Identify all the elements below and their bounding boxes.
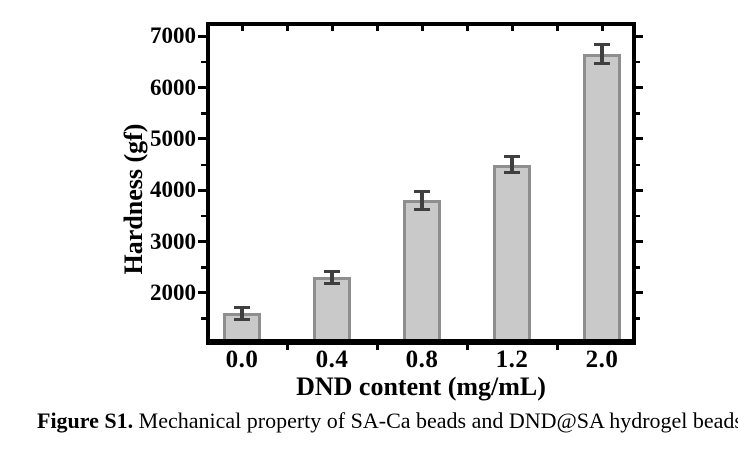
figure-label: Figure S1.	[37, 408, 134, 433]
y-minor-tick-right	[636, 60, 640, 64]
bar	[493, 164, 531, 345]
top-tick	[285, 26, 289, 31]
error-bar	[510, 156, 514, 173]
y-minor-tick	[201, 163, 206, 167]
top-tick	[555, 26, 559, 31]
y-tick-label: 2000	[150, 279, 196, 305]
y-minor-tick-right	[636, 163, 640, 167]
top-tick	[330, 26, 334, 31]
bottom-tick	[555, 345, 559, 350]
figure-caption: Figure S1. Mechanical property of SA-Ca …	[37, 407, 738, 435]
y-major-tick-right	[636, 188, 643, 192]
y-major-tick-right	[636, 291, 643, 295]
error-bar	[330, 271, 334, 284]
y-major-tick	[198, 240, 206, 243]
y-major-tick	[198, 291, 206, 295]
bar	[583, 54, 621, 345]
error-bar	[600, 44, 604, 64]
y-major-tick	[198, 137, 206, 141]
y-minor-tick	[201, 60, 206, 64]
y-tick-label: 7000	[150, 23, 196, 49]
bottom-tick	[465, 345, 469, 350]
y-minor-tick-right	[636, 266, 640, 269]
x-tick-label: 0.8	[405, 346, 439, 373]
error-bar-cap	[414, 189, 430, 193]
y-tick-label: 5000	[150, 125, 196, 151]
error-bar-cap	[504, 154, 520, 158]
error-bar-cap	[414, 208, 430, 212]
y-tick-label: 3000	[150, 228, 196, 254]
y-major-tick-right	[636, 240, 643, 243]
y-major-tick-right	[636, 34, 643, 38]
y-minor-tick	[201, 317, 206, 320]
error-bar	[240, 307, 244, 320]
error-bar-cap	[504, 171, 520, 175]
top-tick	[510, 26, 514, 31]
bar	[403, 200, 441, 345]
error-bar-cap	[594, 43, 610, 47]
error-bar-cap	[234, 305, 250, 309]
y-minor-tick	[201, 266, 206, 269]
bottom-tick	[285, 345, 289, 350]
error-bar	[420, 191, 424, 210]
y-minor-tick	[201, 214, 206, 218]
y-major-tick	[198, 34, 206, 38]
y-minor-tick-right	[636, 214, 640, 218]
y-minor-tick	[201, 112, 206, 115]
plot-area-frame	[206, 22, 636, 345]
y-tick-label: 6000	[150, 74, 196, 100]
error-bar-cap	[594, 61, 610, 65]
y-major-tick-right	[636, 86, 643, 90]
x-tick-label: 0.0	[225, 346, 259, 373]
y-tick-label: 4000	[150, 177, 196, 203]
error-bar-cap	[234, 318, 250, 321]
caption-text: Mechanical property of SA-Ca beads and D…	[138, 408, 738, 433]
top-tick	[465, 26, 469, 31]
x-tick-label: 0.4	[315, 346, 349, 373]
x-tick-label: 1.2	[495, 346, 529, 373]
top-tick	[600, 26, 604, 31]
top-tick	[420, 26, 424, 31]
top-tick	[375, 26, 379, 31]
y-minor-tick-right	[636, 317, 640, 320]
bottom-tick	[375, 345, 379, 350]
y-major-tick	[198, 188, 206, 192]
y-major-tick-right	[636, 137, 643, 141]
y-major-tick	[198, 86, 206, 90]
error-bar-cap	[324, 269, 340, 273]
error-bar-cap	[324, 282, 340, 286]
x-axis-title: DND content (mg/mL)	[296, 372, 546, 401]
top-tick	[240, 26, 244, 31]
y-minor-tick-right	[636, 112, 640, 115]
x-tick-label: 2.0	[585, 346, 619, 373]
